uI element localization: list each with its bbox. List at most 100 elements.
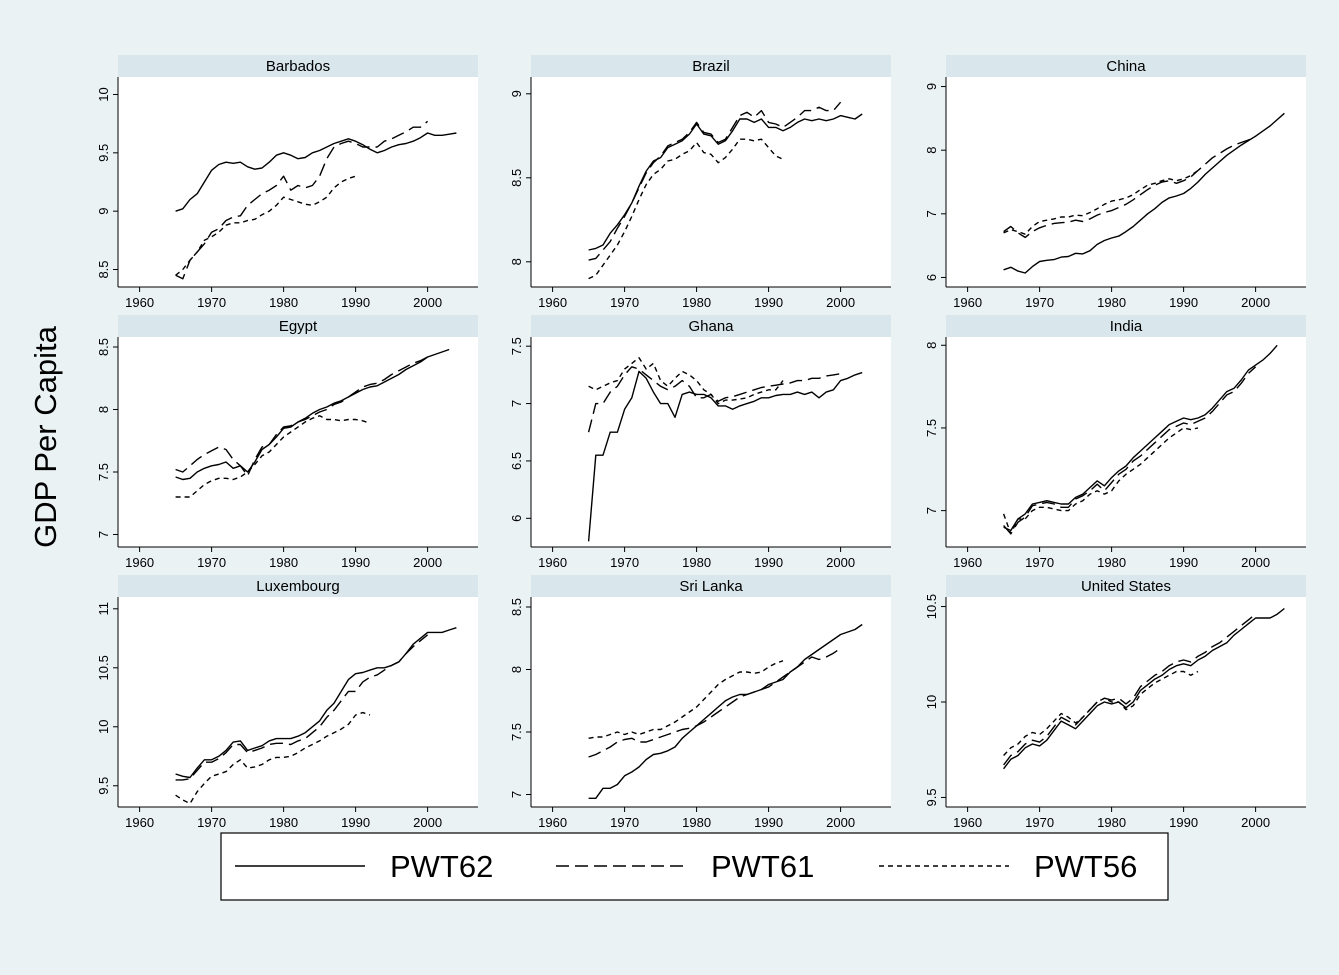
y-tick-label: 6.5 (509, 452, 524, 470)
x-tick-label: 2000 (826, 555, 855, 570)
series-line-pwt56 (1003, 169, 1199, 235)
series-line-pwt62 (588, 623, 863, 799)
legend-label-pwt61: PWT61 (711, 849, 814, 884)
x-tick-label: 1960 (538, 555, 567, 570)
series-line-pwt56 (175, 711, 371, 805)
y-tick-label: 8.5 (96, 338, 111, 356)
x-tick-label: 1960 (953, 295, 982, 310)
series-line-pwt56 (175, 415, 371, 498)
series-line-pwt56 (175, 175, 356, 276)
series-line-pwt56 (588, 357, 784, 405)
series-line-pwt61 (1003, 613, 1257, 766)
y-tick-label: 7 (509, 400, 524, 407)
x-tick-label: 1980 (1097, 555, 1126, 570)
y-tick-label: 7.5 (509, 723, 524, 741)
y-tick-label: 7.5 (509, 337, 524, 355)
y-tick-label: 7 (924, 507, 939, 514)
legend-box (220, 832, 1169, 901)
x-tick-label: 2000 (413, 815, 442, 830)
y-tick-label: 11 (96, 602, 111, 616)
x-tick-label: 1960 (953, 815, 982, 830)
x-tick-label: 1980 (682, 815, 711, 830)
x-tick-label: 1980 (1097, 295, 1126, 310)
x-tick-label: 1960 (125, 815, 154, 830)
plot-area (531, 77, 891, 287)
series-line-pwt56 (1002, 427, 1199, 535)
x-tick-label: 2000 (413, 555, 442, 570)
y-tick-label: 8.5 (509, 169, 524, 187)
y-tick-label: 8.5 (96, 260, 111, 278)
series-line-pwt61 (1003, 135, 1256, 239)
panel-title: India (1110, 318, 1143, 335)
legend-label-pwt56: PWT56 (1034, 849, 1137, 884)
panel-title: United States (1081, 578, 1171, 595)
series-line-pwt62 (1003, 344, 1278, 532)
panel-title: Barbados (266, 58, 330, 75)
x-tick-label: 1970 (1025, 555, 1054, 570)
panel-title: Luxembourg (256, 578, 339, 595)
x-tick-label: 1970 (610, 815, 639, 830)
panel-strip (118, 55, 478, 77)
y-tick-label: 7.5 (924, 419, 939, 437)
panel-sri-lanka: Sri Lanka 1960 1970 1980 1990 2000 7 7.5 8 8.5 (509, 575, 891, 830)
chart-figure: Barbados 1960 1970 1980 1990 2000 8.5 9 9.5 10 Bra… (8, 10, 1331, 965)
panel-strip (946, 575, 1306, 597)
chart-svg: Barbados 1960 1970 1980 1990 2000 8.5 9 9.5 10 Bra… (28, 55, 1306, 901)
y-tick-label: 10 (924, 695, 939, 709)
y-tick-label: 8 (509, 666, 524, 673)
y-tick-label: 9 (96, 208, 111, 215)
panel-united-states: United States 1960 1970 1980 1990 2000 9.5 10 10… (924, 575, 1306, 830)
panel-strip (531, 55, 891, 77)
x-tick-label: 1990 (341, 815, 370, 830)
y-tick-label: 7 (924, 210, 939, 217)
panel-india: India 1960 1970 1980 1990 2000 7 7.5 8 (924, 315, 1306, 570)
plot-area (946, 337, 1306, 547)
x-tick-label: 1970 (197, 815, 226, 830)
series-line-pwt56 (1003, 670, 1199, 756)
panel-egypt: Egypt 1960 1970 1980 1990 2000 7 7.5 8 8.5 (96, 315, 478, 570)
panel-luxembourg: Luxembourg 1960 1970 1980 1990 2000 9.5 10 10.5 1… (96, 575, 478, 830)
x-tick-label: 1990 (754, 555, 783, 570)
y-tick-label: 10 (96, 87, 111, 101)
panel-ghana: Ghana 1960 1970 1980 1990 2000 6 6.5 7 7.5 (509, 315, 891, 570)
x-tick-label: 1960 (953, 555, 982, 570)
panel-strip (531, 315, 891, 337)
x-tick-label: 1990 (341, 295, 370, 310)
y-tick-label: 9.5 (96, 777, 111, 795)
x-tick-label: 2000 (826, 815, 855, 830)
y-tick-label: 8.5 (509, 598, 524, 616)
legend: PWT62 PWT61 PWT56 (220, 832, 1169, 901)
series-line-pwt62 (175, 627, 457, 779)
panel-strip (946, 55, 1306, 77)
series-line-pwt61 (175, 356, 428, 477)
y-tick-label: 10.5 (96, 655, 111, 680)
x-tick-label: 2000 (1241, 555, 1270, 570)
panel-strip (531, 575, 891, 597)
x-tick-label: 1960 (538, 815, 567, 830)
x-tick-label: 1990 (1169, 555, 1198, 570)
panel-barbados: Barbados 1960 1970 1980 1990 2000 8.5 9 9.5 10 (96, 55, 478, 310)
legend-label-pwt62: PWT62 (390, 849, 493, 884)
x-tick-label: 1960 (125, 555, 154, 570)
series-line-pwt62 (1003, 607, 1285, 770)
panel-title: Ghana (688, 318, 734, 335)
x-tick-label: 1980 (269, 295, 298, 310)
y-tick-label: 9 (924, 83, 939, 90)
y-tick-label: 9.5 (96, 144, 111, 162)
y-tick-label: 10 (96, 720, 111, 734)
series-line-pwt61 (587, 366, 841, 433)
x-tick-label: 1990 (1169, 815, 1198, 830)
series-line-pwt61 (175, 120, 429, 280)
series-line-pwt61 (1003, 366, 1257, 535)
plot-area (118, 337, 478, 547)
series-line-pwt62 (1003, 112, 1285, 274)
panel-title: Egypt (279, 318, 318, 335)
x-tick-label: 1970 (1025, 815, 1054, 830)
panel-title: Sri Lanka (679, 578, 743, 595)
plot-area (118, 597, 478, 807)
x-tick-label: 2000 (413, 295, 442, 310)
y-tick-label: 7.5 (96, 463, 111, 481)
y-tick-label: 6 (509, 515, 524, 522)
series-line-pwt61 (175, 634, 429, 781)
x-tick-label: 1990 (341, 555, 370, 570)
